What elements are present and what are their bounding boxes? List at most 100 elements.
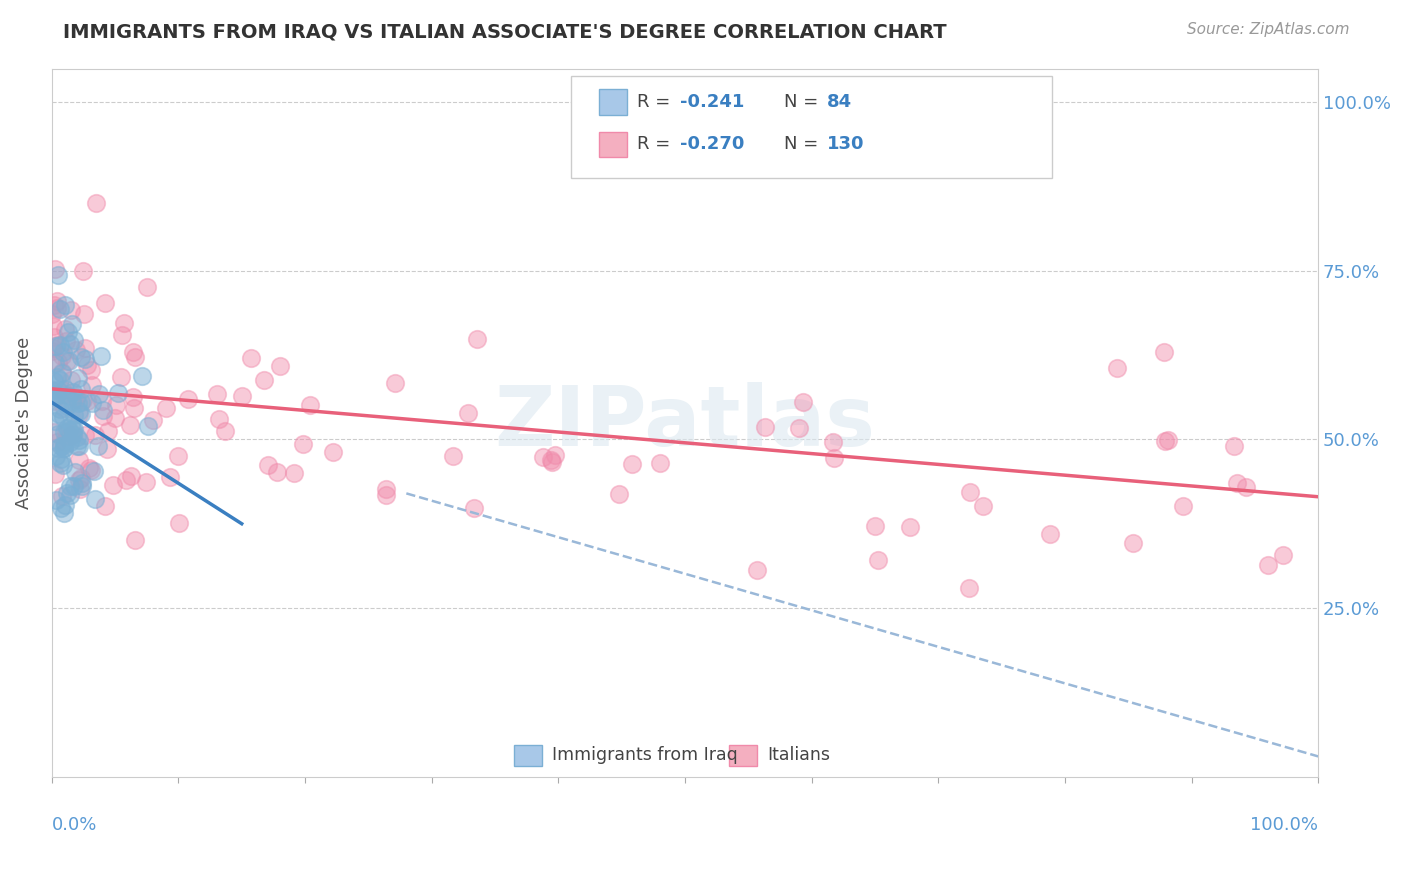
Point: [650, 456, 672, 470]
Point: [46, 427, 69, 442]
Point: [544, 448, 567, 462]
Point: [89, 387, 111, 401]
Text: 84: 84: [827, 93, 852, 111]
Point: [607, 486, 630, 500]
Point: [65, 391, 87, 405]
Point: [51, 451, 73, 466]
Text: IMMIGRANTS FROM IRAQ VS ITALIAN ASSOCIATE'S DEGREE CORRELATION CHART: IMMIGRANTS FROM IRAQ VS ITALIAN ASSOCIAT…: [63, 22, 946, 41]
Point: [62, 426, 84, 441]
Point: [52, 506, 75, 520]
Point: [457, 406, 479, 420]
Point: [56, 389, 79, 403]
Point: [45, 337, 67, 351]
Point: [60, 418, 83, 433]
Point: [67, 404, 90, 418]
Point: [52, 344, 75, 359]
Point: [84, 428, 107, 442]
Point: [53, 442, 76, 456]
Point: [104, 397, 127, 411]
Point: [53, 425, 76, 439]
Point: [52, 458, 75, 472]
Point: [66, 429, 89, 443]
Point: [292, 436, 315, 450]
Point: [70, 395, 93, 409]
Point: [972, 499, 994, 513]
Point: [42, 298, 65, 312]
Point: [787, 421, 810, 435]
Point: [67, 439, 90, 453]
Point: [58, 423, 80, 437]
Point: [49, 501, 72, 516]
Point: [44, 356, 66, 370]
Point: [62, 428, 84, 442]
Point: [240, 351, 263, 365]
Point: [1153, 344, 1175, 359]
Point: [53, 382, 76, 396]
Point: [253, 373, 276, 387]
Text: R =: R =: [637, 93, 676, 111]
Point: [1157, 433, 1180, 447]
Point: [898, 519, 921, 533]
Point: [159, 470, 181, 484]
Point: [73, 352, 96, 367]
Point: [60, 317, 83, 331]
Point: [1226, 475, 1249, 490]
Point: [84, 491, 107, 506]
Point: [1257, 558, 1279, 572]
Point: [96, 442, 118, 456]
Point: [56, 399, 79, 413]
Point: [541, 455, 564, 469]
Point: [959, 485, 981, 500]
Point: [46, 355, 69, 369]
Point: [177, 392, 200, 406]
Point: [67, 371, 90, 385]
Point: [80, 395, 103, 409]
Point: [70, 407, 93, 421]
Point: [59, 435, 82, 450]
Point: [53, 298, 76, 312]
Text: Immigrants from Iraq: Immigrants from Iraq: [553, 747, 738, 764]
Point: [821, 435, 844, 450]
Point: [51, 438, 73, 452]
Point: [131, 368, 153, 383]
Point: [46, 301, 69, 316]
Point: [65, 343, 87, 357]
Point: [84, 196, 107, 211]
Point: [375, 488, 398, 502]
Point: [44, 414, 66, 428]
Point: [111, 327, 134, 342]
Point: [55, 421, 77, 435]
Point: [41, 383, 63, 397]
Point: [44, 262, 66, 277]
Point: [63, 422, 86, 436]
Point: [75, 341, 97, 355]
Point: [792, 395, 814, 409]
Point: [124, 533, 146, 548]
FancyBboxPatch shape: [571, 76, 1052, 178]
Point: [45, 370, 67, 384]
Point: [72, 392, 94, 407]
Point: [101, 478, 124, 492]
Point: [70, 382, 93, 396]
Point: [959, 581, 981, 595]
Point: [60, 394, 83, 409]
Point: [63, 465, 86, 479]
Point: [375, 482, 398, 496]
Point: [107, 386, 129, 401]
Point: [138, 419, 160, 434]
Point: [83, 464, 105, 478]
Text: R =: R =: [637, 136, 676, 153]
Point: [94, 296, 117, 310]
Point: [124, 401, 146, 415]
Point: [42, 374, 65, 388]
Point: [441, 449, 464, 463]
Point: [94, 499, 117, 513]
Point: [1122, 536, 1144, 550]
Point: [52, 409, 75, 424]
Point: [77, 461, 100, 475]
Point: [51, 489, 73, 503]
Point: [67, 407, 90, 421]
Point: [60, 303, 83, 318]
Point: [59, 337, 82, 351]
Text: 130: 130: [827, 136, 865, 153]
